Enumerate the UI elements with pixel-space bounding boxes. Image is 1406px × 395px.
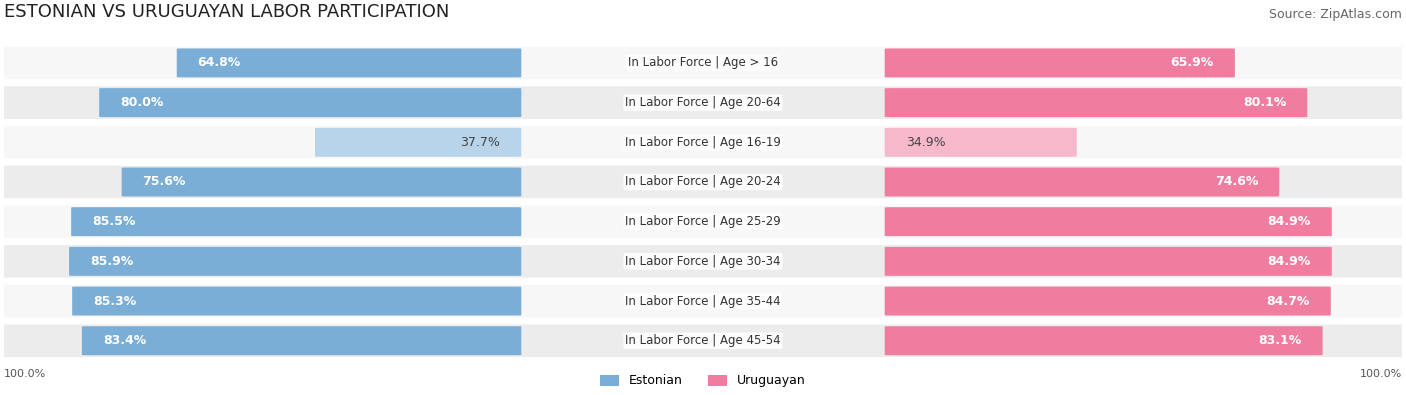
Text: In Labor Force | Age 35-44: In Labor Force | Age 35-44 bbox=[626, 295, 780, 308]
FancyBboxPatch shape bbox=[100, 88, 522, 117]
Text: 64.8%: 64.8% bbox=[198, 56, 240, 70]
FancyBboxPatch shape bbox=[82, 326, 522, 355]
Text: 34.9%: 34.9% bbox=[905, 136, 945, 149]
Text: In Labor Force | Age 20-64: In Labor Force | Age 20-64 bbox=[626, 96, 780, 109]
Text: Source: ZipAtlas.com: Source: ZipAtlas.com bbox=[1270, 8, 1402, 21]
FancyBboxPatch shape bbox=[884, 286, 1330, 316]
FancyBboxPatch shape bbox=[0, 47, 1406, 79]
FancyBboxPatch shape bbox=[315, 128, 522, 157]
Text: In Labor Force | Age 45-54: In Labor Force | Age 45-54 bbox=[626, 334, 780, 347]
Text: In Labor Force | Age > 16: In Labor Force | Age > 16 bbox=[628, 56, 778, 70]
FancyBboxPatch shape bbox=[177, 49, 522, 77]
FancyBboxPatch shape bbox=[0, 87, 1406, 119]
Text: 80.1%: 80.1% bbox=[1243, 96, 1286, 109]
Text: In Labor Force | Age 25-29: In Labor Force | Age 25-29 bbox=[626, 215, 780, 228]
Text: 83.4%: 83.4% bbox=[103, 334, 146, 347]
FancyBboxPatch shape bbox=[69, 247, 522, 276]
Text: 84.9%: 84.9% bbox=[1268, 215, 1310, 228]
Text: ESTONIAN VS URUGUAYAN LABOR PARTICIPATION: ESTONIAN VS URUGUAYAN LABOR PARTICIPATIO… bbox=[4, 3, 450, 21]
FancyBboxPatch shape bbox=[0, 324, 1406, 357]
Text: In Labor Force | Age 16-19: In Labor Force | Age 16-19 bbox=[626, 136, 780, 149]
Text: 85.9%: 85.9% bbox=[90, 255, 134, 268]
FancyBboxPatch shape bbox=[884, 128, 1077, 157]
FancyBboxPatch shape bbox=[0, 205, 1406, 238]
Text: 37.7%: 37.7% bbox=[460, 136, 501, 149]
FancyBboxPatch shape bbox=[0, 126, 1406, 158]
FancyBboxPatch shape bbox=[884, 88, 1308, 117]
Text: In Labor Force | Age 30-34: In Labor Force | Age 30-34 bbox=[626, 255, 780, 268]
FancyBboxPatch shape bbox=[72, 207, 522, 236]
FancyBboxPatch shape bbox=[0, 285, 1406, 317]
FancyBboxPatch shape bbox=[72, 286, 522, 316]
Text: In Labor Force | Age 20-24: In Labor Force | Age 20-24 bbox=[626, 175, 780, 188]
Text: 84.9%: 84.9% bbox=[1268, 255, 1310, 268]
FancyBboxPatch shape bbox=[884, 49, 1234, 77]
Text: 85.5%: 85.5% bbox=[93, 215, 135, 228]
Text: 83.1%: 83.1% bbox=[1258, 334, 1302, 347]
FancyBboxPatch shape bbox=[884, 247, 1331, 276]
Legend: Estonian, Uruguayan: Estonian, Uruguayan bbox=[595, 369, 811, 393]
FancyBboxPatch shape bbox=[884, 167, 1279, 196]
Text: 100.0%: 100.0% bbox=[1360, 369, 1402, 380]
Text: 80.0%: 80.0% bbox=[120, 96, 163, 109]
FancyBboxPatch shape bbox=[884, 326, 1323, 355]
FancyBboxPatch shape bbox=[884, 207, 1331, 236]
Text: 74.6%: 74.6% bbox=[1215, 175, 1258, 188]
Text: 85.3%: 85.3% bbox=[93, 295, 136, 308]
Text: 65.9%: 65.9% bbox=[1171, 56, 1213, 70]
FancyBboxPatch shape bbox=[122, 167, 522, 196]
FancyBboxPatch shape bbox=[0, 245, 1406, 278]
Text: 84.7%: 84.7% bbox=[1267, 295, 1310, 308]
Text: 100.0%: 100.0% bbox=[4, 369, 46, 380]
Text: 75.6%: 75.6% bbox=[142, 175, 186, 188]
FancyBboxPatch shape bbox=[0, 166, 1406, 198]
